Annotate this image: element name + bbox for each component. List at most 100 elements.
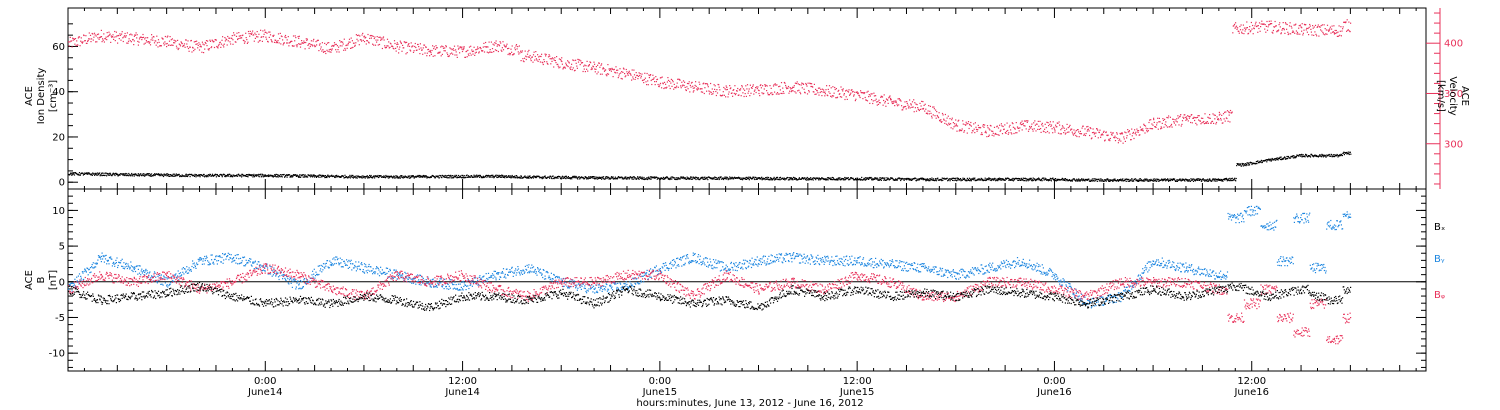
density-series-point: [643, 178, 646, 181]
density-series-point: [1030, 178, 1032, 180]
density-series-point: [237, 175, 239, 177]
velocity-series-point: [487, 46, 489, 48]
velocity-series-point: [681, 81, 683, 83]
density-series-point: [461, 174, 463, 176]
density-series-point: [303, 176, 305, 178]
density-series-point: [1142, 180, 1145, 182]
density-series-point: [276, 176, 278, 178]
density-series-point: [361, 177, 363, 179]
velocity-series-point: [944, 122, 946, 124]
density-series-point: [1240, 164, 1242, 166]
velocity-series-point: [901, 105, 903, 107]
velocity-series-point: [1275, 25, 1277, 27]
density-series-point: [1273, 159, 1275, 161]
velocity-series-point: [538, 56, 540, 58]
velocity-series-point: [405, 53, 407, 55]
velocity-series-point: [1266, 20, 1268, 23]
velocity-series-point: [872, 100, 874, 102]
velocity-series-point: [1078, 131, 1080, 133]
density-series-point: [996, 178, 998, 180]
density-series-point: [832, 177, 834, 179]
velocity-series-point: [1194, 119, 1196, 122]
density-series-point: [1120, 178, 1122, 180]
velocity-series-point: [501, 47, 503, 49]
velocity-series-point: [756, 88, 758, 90]
velocity-series-point: [712, 93, 714, 95]
density-series-point: [765, 177, 767, 179]
velocity-series-point: [1221, 122, 1223, 124]
density-series-point: [189, 173, 191, 175]
density-series-point: [989, 178, 991, 180]
density-series-point: [784, 179, 786, 181]
velocity-series-point: [864, 96, 866, 99]
density-series-point: [990, 179, 992, 182]
density-series-point: [529, 175, 531, 177]
velocity-series-point: [101, 41, 103, 43]
velocity-series-point: [621, 71, 623, 73]
velocity-series-point: [792, 90, 794, 92]
velocity-series-point: [1349, 31, 1351, 33]
velocity-series-point: [1116, 133, 1118, 135]
density-series-point: [1324, 155, 1326, 157]
density-series-point: [560, 177, 562, 179]
density-series-point: [344, 176, 347, 179]
velocity-series-point: [744, 89, 746, 91]
density-series-point: [1258, 161, 1260, 163]
velocity-series-point: [861, 92, 863, 94]
density-series-point: [569, 177, 571, 179]
velocity-series-point: [134, 34, 137, 36]
velocity-series-point: [867, 90, 869, 92]
density-series-point: [910, 178, 912, 180]
density-series-point: [1218, 179, 1220, 181]
velocity-series-point: [989, 129, 991, 131]
density-series-point: [248, 174, 250, 176]
velocity-series-point: [944, 113, 946, 116]
velocity-series-point: [126, 32, 128, 34]
velocity-series-point: [1329, 26, 1331, 28]
velocity-series-point: [801, 87, 803, 89]
density-series-point: [78, 174, 80, 176]
density-series-point: [624, 177, 626, 179]
density-series-point: [788, 177, 790, 179]
density-series-point: [238, 173, 240, 175]
velocity-series-point: [697, 87, 699, 89]
density-series-point: [1345, 151, 1347, 154]
velocity-series-point: [1333, 25, 1335, 27]
density-series-point: [1152, 180, 1154, 182]
velocity-series-point: [1273, 26, 1276, 28]
velocity-series-point: [285, 37, 287, 39]
density-series-point: [598, 177, 600, 179]
density-series-point: [557, 177, 559, 179]
velocity-series-point: [643, 82, 645, 84]
density-series-point: [779, 179, 781, 181]
density-tick-label: 20: [52, 132, 65, 143]
density-series-point: [1231, 179, 1233, 182]
density-series-point: [1065, 180, 1067, 182]
velocity-series-point: [145, 37, 147, 39]
velocity-series-point: [1324, 28, 1326, 30]
velocity-series-point: [268, 31, 270, 33]
density-series-point: [1181, 178, 1183, 180]
density-series-point: [146, 174, 148, 176]
velocity-series-point: [293, 45, 295, 47]
velocity-series-point: [1003, 128, 1005, 130]
velocity-series-point: [200, 45, 202, 47]
velocity-series-point: [854, 100, 856, 102]
density-series-point: [1314, 154, 1316, 156]
velocity-series-point: [1116, 132, 1118, 134]
velocity-series-point: [1232, 25, 1234, 27]
density-series-point: [1110, 180, 1112, 182]
density-series-point: [1184, 180, 1186, 182]
velocity-series-point: [927, 110, 929, 112]
velocity-series-point: [776, 92, 779, 94]
velocity-series-point: [890, 97, 892, 99]
velocity-series-point: [467, 53, 469, 55]
velocity-series-point: [586, 68, 588, 70]
velocity-series-point: [373, 37, 375, 40]
velocity-series-point: [872, 102, 874, 105]
velocity-series-point: [289, 41, 291, 43]
velocity-series-point: [72, 39, 74, 41]
velocity-series-point: [363, 41, 366, 43]
density-series-point: [90, 174, 92, 176]
velocity-series-point: [878, 99, 880, 101]
